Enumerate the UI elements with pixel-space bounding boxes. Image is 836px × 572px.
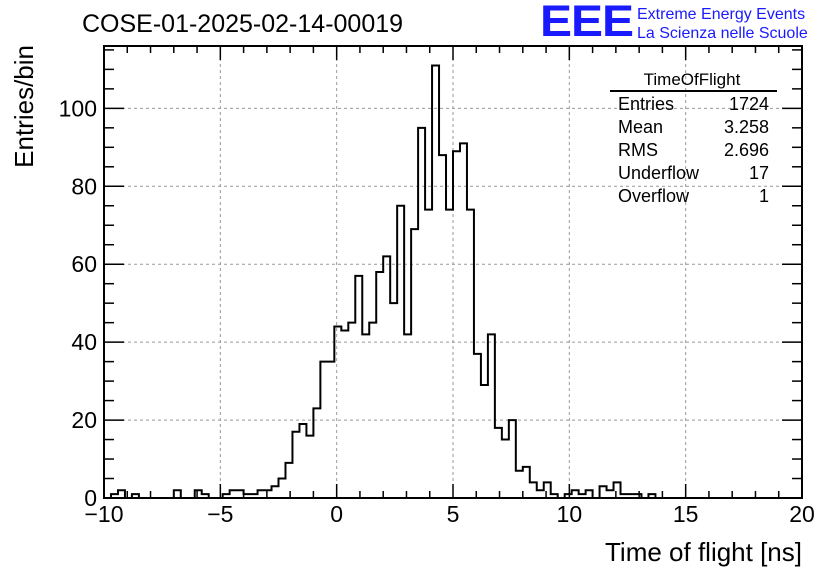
logo-caption-line1: Extreme Energy Events xyxy=(637,6,806,23)
x-tick-label: −5 xyxy=(207,501,233,527)
stats-value: 2.696 xyxy=(724,140,769,160)
y-axis-label: Entries/bin xyxy=(9,45,39,168)
y-tick-label: 40 xyxy=(71,329,97,355)
stats-label: Entries xyxy=(618,94,674,114)
x-tick-label: 15 xyxy=(673,501,699,527)
chart-title: COSE-01-2025-02-14-00019 xyxy=(82,10,404,38)
histogram-outline xyxy=(104,64,802,499)
x-tick-label: 5 xyxy=(447,501,460,527)
stats-value: 1 xyxy=(759,186,769,206)
stats-value: 3.258 xyxy=(724,117,769,137)
logo-caption: Extreme Energy Events La Scienza nelle S… xyxy=(637,5,808,43)
y-tick-label: 100 xyxy=(59,95,97,121)
y-tick-label: 80 xyxy=(71,173,97,199)
x-axis-label: Time of flight [ns] xyxy=(605,537,802,567)
stats-title: TimeOfFlight xyxy=(644,70,741,89)
y-tick-label: 0 xyxy=(84,485,97,511)
logo-caption-line2: La Scienza nelle Scuole xyxy=(637,25,808,42)
y-tick-label: 20 xyxy=(71,407,97,433)
stats-label: Overflow xyxy=(618,186,690,206)
eee-logo: EEE xyxy=(540,0,634,46)
stats-value: 17 xyxy=(749,163,769,183)
x-tick-label: 10 xyxy=(557,501,583,527)
y-tick-labels: 0 20 40 60 80 100 xyxy=(59,95,97,511)
x-tick-labels: −10 −5 0 5 10 15 20 xyxy=(84,501,814,527)
stats-rows: Entries 1724 Mean 3.258 RMS 2.696 Underflow 17 O… xyxy=(618,94,769,206)
axes xyxy=(103,45,803,499)
stats-label: Underflow xyxy=(618,163,700,183)
grid-lines xyxy=(104,46,802,498)
x-tick-label: 20 xyxy=(789,501,815,527)
stats-box: TimeOfFlight Entries 1724 Mean 3.258 RMS 2.69… xyxy=(610,70,777,206)
x-tick-label: −10 xyxy=(84,501,123,527)
y-tick-label: 60 xyxy=(71,251,97,277)
stats-label: RMS xyxy=(618,140,658,160)
stats-value: 1724 xyxy=(729,94,769,114)
stats-label: Mean xyxy=(618,117,663,137)
x-tick-label: 0 xyxy=(330,501,343,527)
